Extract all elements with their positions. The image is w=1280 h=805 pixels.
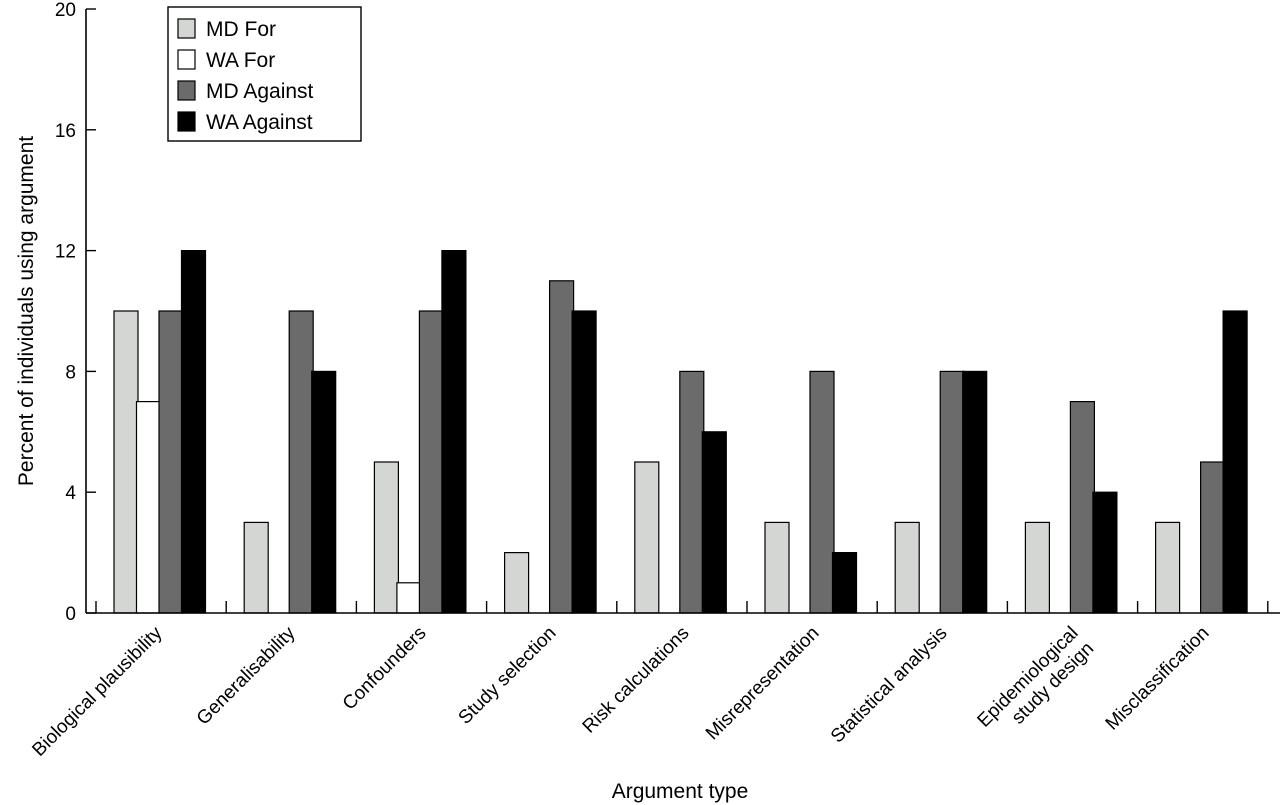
bar-md-against-8 xyxy=(1199,461,1226,614)
legend-label: MD For xyxy=(206,18,276,41)
bar-md-for-3 xyxy=(504,551,530,614)
legend-swatch xyxy=(177,18,196,39)
legend: MD For WA For MD Against WA Against xyxy=(167,6,362,142)
y-tick-label: 0 xyxy=(65,604,76,625)
y-tick-label: 4 xyxy=(65,483,76,504)
x-category-label: Risk calculations xyxy=(579,623,694,738)
bar-md-against-5 xyxy=(809,370,835,614)
bar-wa-against-8 xyxy=(1222,310,1248,614)
y-tick-label: 16 xyxy=(55,121,76,142)
x-category-label: Biological plausibility xyxy=(28,622,166,760)
legend-swatch xyxy=(177,111,196,132)
bar-md-for-5 xyxy=(764,521,790,614)
x-category-label: Study selection xyxy=(455,623,561,729)
legend-label: WA Against xyxy=(206,111,313,134)
bar-wa-against-0 xyxy=(180,250,207,614)
bar-md-against-7 xyxy=(1069,401,1096,614)
bar-md-for-8 xyxy=(1154,521,1181,614)
bar-md-against-0 xyxy=(158,310,184,614)
bar-wa-for-2 xyxy=(396,582,422,614)
legend-swatch xyxy=(177,80,196,101)
legend-label: MD Against xyxy=(206,80,314,103)
bar-wa-against-3 xyxy=(571,310,597,614)
bar-wa-for-0 xyxy=(135,401,162,614)
y-tick-label: 20 xyxy=(55,0,76,21)
bar-md-for-0 xyxy=(113,310,139,614)
bar-wa-against-6 xyxy=(962,370,988,614)
bar-md-for-4 xyxy=(634,461,660,614)
bar-md-for-7 xyxy=(1024,521,1051,614)
legend-label: WA For xyxy=(206,49,275,72)
x-category-label: Misclassification xyxy=(1102,623,1214,735)
x-category-label: Statistical analysis xyxy=(827,623,952,748)
bar-wa-against-4 xyxy=(701,431,727,614)
bar-md-for-1 xyxy=(243,521,269,614)
x-category-label: Generalisability xyxy=(193,622,300,729)
legend-swatch xyxy=(177,49,196,70)
x-category-label: Epidemiologicalstudy design xyxy=(974,623,1099,748)
bar-wa-against-1 xyxy=(311,370,337,614)
axes-layer xyxy=(85,8,1280,614)
bar-md-against-6 xyxy=(939,370,965,614)
bar-md-against-1 xyxy=(288,310,314,614)
y-axis-title: Percent of individuals using argument xyxy=(15,136,38,486)
bar-md-for-6 xyxy=(894,521,920,614)
x-category-label: Confounders xyxy=(339,623,431,715)
bar-wa-against-7 xyxy=(1092,491,1118,614)
x-category-label: Misrepresentation xyxy=(702,623,824,745)
bar-md-against-4 xyxy=(679,370,705,614)
bar-md-against-2 xyxy=(418,310,444,614)
x-axis-title: Argument type xyxy=(612,780,749,803)
legend-box xyxy=(167,6,362,142)
bars-layer xyxy=(113,250,1248,614)
bar-md-for-2 xyxy=(373,461,399,614)
y-tick-label: 8 xyxy=(65,362,76,383)
bar-md-against-3 xyxy=(548,280,575,614)
bar-wa-against-5 xyxy=(831,551,858,614)
y-tick-label: 12 xyxy=(55,242,76,263)
bar-wa-against-2 xyxy=(441,250,467,614)
